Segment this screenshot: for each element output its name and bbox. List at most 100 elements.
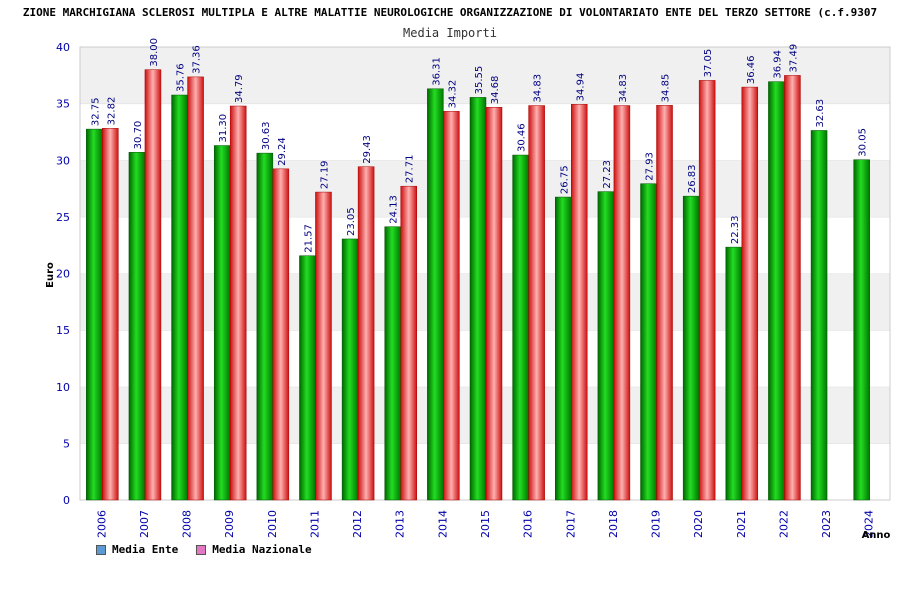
bar-media-nazionale [400, 185, 417, 501]
bar-media-ente [256, 152, 274, 501]
bar-media-ente [597, 191, 615, 501]
x-tick-label: 2013 [394, 510, 407, 538]
x-tick-label: 2018 [607, 510, 620, 538]
chart-subtitle: Media Importi [403, 26, 497, 40]
x-tick-label: 2024 [863, 510, 876, 538]
y-tick-label: 35 [56, 98, 70, 111]
x-tick-label: 2016 [522, 510, 535, 538]
bar-media-ente [469, 97, 487, 501]
data-label: 34.85 [661, 74, 672, 103]
x-tick-label: 2014 [436, 510, 449, 538]
x-tick-label: 2019 [650, 510, 663, 538]
data-label: 35.76 [176, 63, 187, 92]
data-label: 27.19 [319, 160, 330, 189]
y-tick-label: 10 [56, 381, 70, 394]
bar-media-nazionale [528, 105, 545, 501]
bar-media-nazionale [741, 86, 759, 501]
bar-media-nazionale [315, 191, 332, 501]
bar-media-ente [128, 152, 146, 501]
data-label: 27.93 [645, 152, 656, 181]
bar-media-ente [86, 128, 103, 501]
data-label: 37.36 [192, 45, 203, 74]
bar-media-nazionale [698, 80, 716, 501]
bar-media-nazionale [485, 106, 503, 501]
legend-label-nazionale: Media Nazionale [212, 543, 312, 556]
x-axis: 2006 2007 2008 2009 2010 2011 2012 2013 2014 2015… [95, 510, 875, 538]
data-label: 30.63 [261, 121, 272, 150]
bar-media-ente [682, 195, 700, 501]
bar-media-nazionale [102, 128, 119, 501]
bar-media-ente [768, 81, 785, 501]
x-axis-label: Anno [862, 530, 891, 541]
data-label: 32.63 [815, 99, 826, 128]
y-tick-label: 15 [56, 324, 70, 337]
data-label: 34.32 [447, 80, 458, 109]
bar-media-ente [512, 154, 529, 501]
legend: Media Ente Media Nazionale [96, 543, 312, 556]
data-label: 23.05 [346, 207, 357, 236]
data-label: 22.33 [730, 215, 741, 244]
data-label: 36.46 [746, 55, 757, 84]
data-label: 30.70 [133, 121, 144, 150]
data-label: 37.05 [703, 49, 714, 78]
data-label: 24.13 [389, 195, 400, 224]
y-tick-label: 5 [63, 437, 70, 450]
x-tick-label: 2015 [479, 510, 492, 538]
legend-label-ente: Media Ente [112, 543, 179, 556]
chart-title: ZIONE MARCHIGIANA SCLEROSI MULTIPLA E AL… [22, 6, 878, 19]
bar-media-ente [427, 88, 444, 501]
data-label: 34.79 [234, 74, 245, 103]
data-label: 36.31 [431, 57, 442, 86]
data-label: 38.00 [149, 38, 160, 67]
data-label: 30.05 [858, 128, 869, 157]
data-label: 35.55 [474, 66, 485, 95]
data-label: 27.23 [602, 160, 613, 189]
bar-media-nazionale [357, 166, 375, 501]
data-label: 34.83 [533, 74, 544, 103]
x-tick-label: 2020 [692, 510, 705, 538]
bars: 32.75 30.70 35.76 31.30 30.63 21.57 23.05 24.13… [86, 38, 870, 501]
legend-item-nazionale: Media Nazionale [196, 543, 312, 556]
bar-media-nazionale [229, 105, 247, 501]
x-tick-label: 2006 [95, 510, 108, 538]
data-label: 26.83 [687, 165, 698, 194]
y-tick-label: 20 [56, 268, 70, 281]
y-tick-label: 30 [56, 154, 70, 167]
data-label: 27.71 [405, 155, 416, 184]
data-label: 34.83 [618, 74, 629, 103]
data-label: 30.46 [517, 123, 528, 152]
bar-media-ente [213, 145, 231, 501]
x-tick-label: 2009 [223, 510, 236, 538]
bar-media-ente [384, 226, 401, 501]
legend-swatch-nazionale [196, 544, 207, 555]
x-tick-label: 2008 [181, 510, 194, 538]
data-label: 26.75 [559, 165, 570, 194]
bar-media-nazionale [784, 75, 801, 501]
data-label: 37.49 [788, 44, 799, 73]
bar-media-ente [171, 94, 188, 501]
x-tick-label: 2007 [138, 510, 151, 538]
bar-media-nazionale [613, 105, 631, 501]
bar-media-ente [555, 196, 572, 501]
bar-media-nazionale [187, 76, 204, 501]
legend-item-ente: Media Ente [96, 543, 178, 556]
x-tick-label: 2022 [777, 510, 790, 538]
y-axis: 0 5 10 15 20 25 30 35 40 [56, 41, 70, 507]
bar-media-ente [810, 130, 828, 501]
x-tick-label: 2023 [820, 510, 833, 538]
legend-swatch-ente [96, 544, 106, 555]
bar-media-nazionale [571, 104, 588, 501]
data-label: 32.82 [106, 97, 117, 126]
bar-media-nazionale [443, 111, 460, 501]
x-tick-label: 2010 [266, 510, 279, 538]
x-tick-label: 2011 [308, 510, 321, 538]
data-label: 29.24 [277, 137, 288, 166]
bar-media-ente [299, 255, 316, 501]
data-label: 21.57 [303, 224, 314, 253]
bar-media-nazionale [656, 105, 673, 501]
data-label: 31.30 [218, 114, 229, 143]
bar-media-ente [640, 183, 657, 501]
bar-media-ente [853, 159, 870, 501]
data-label: 34.94 [575, 73, 586, 102]
